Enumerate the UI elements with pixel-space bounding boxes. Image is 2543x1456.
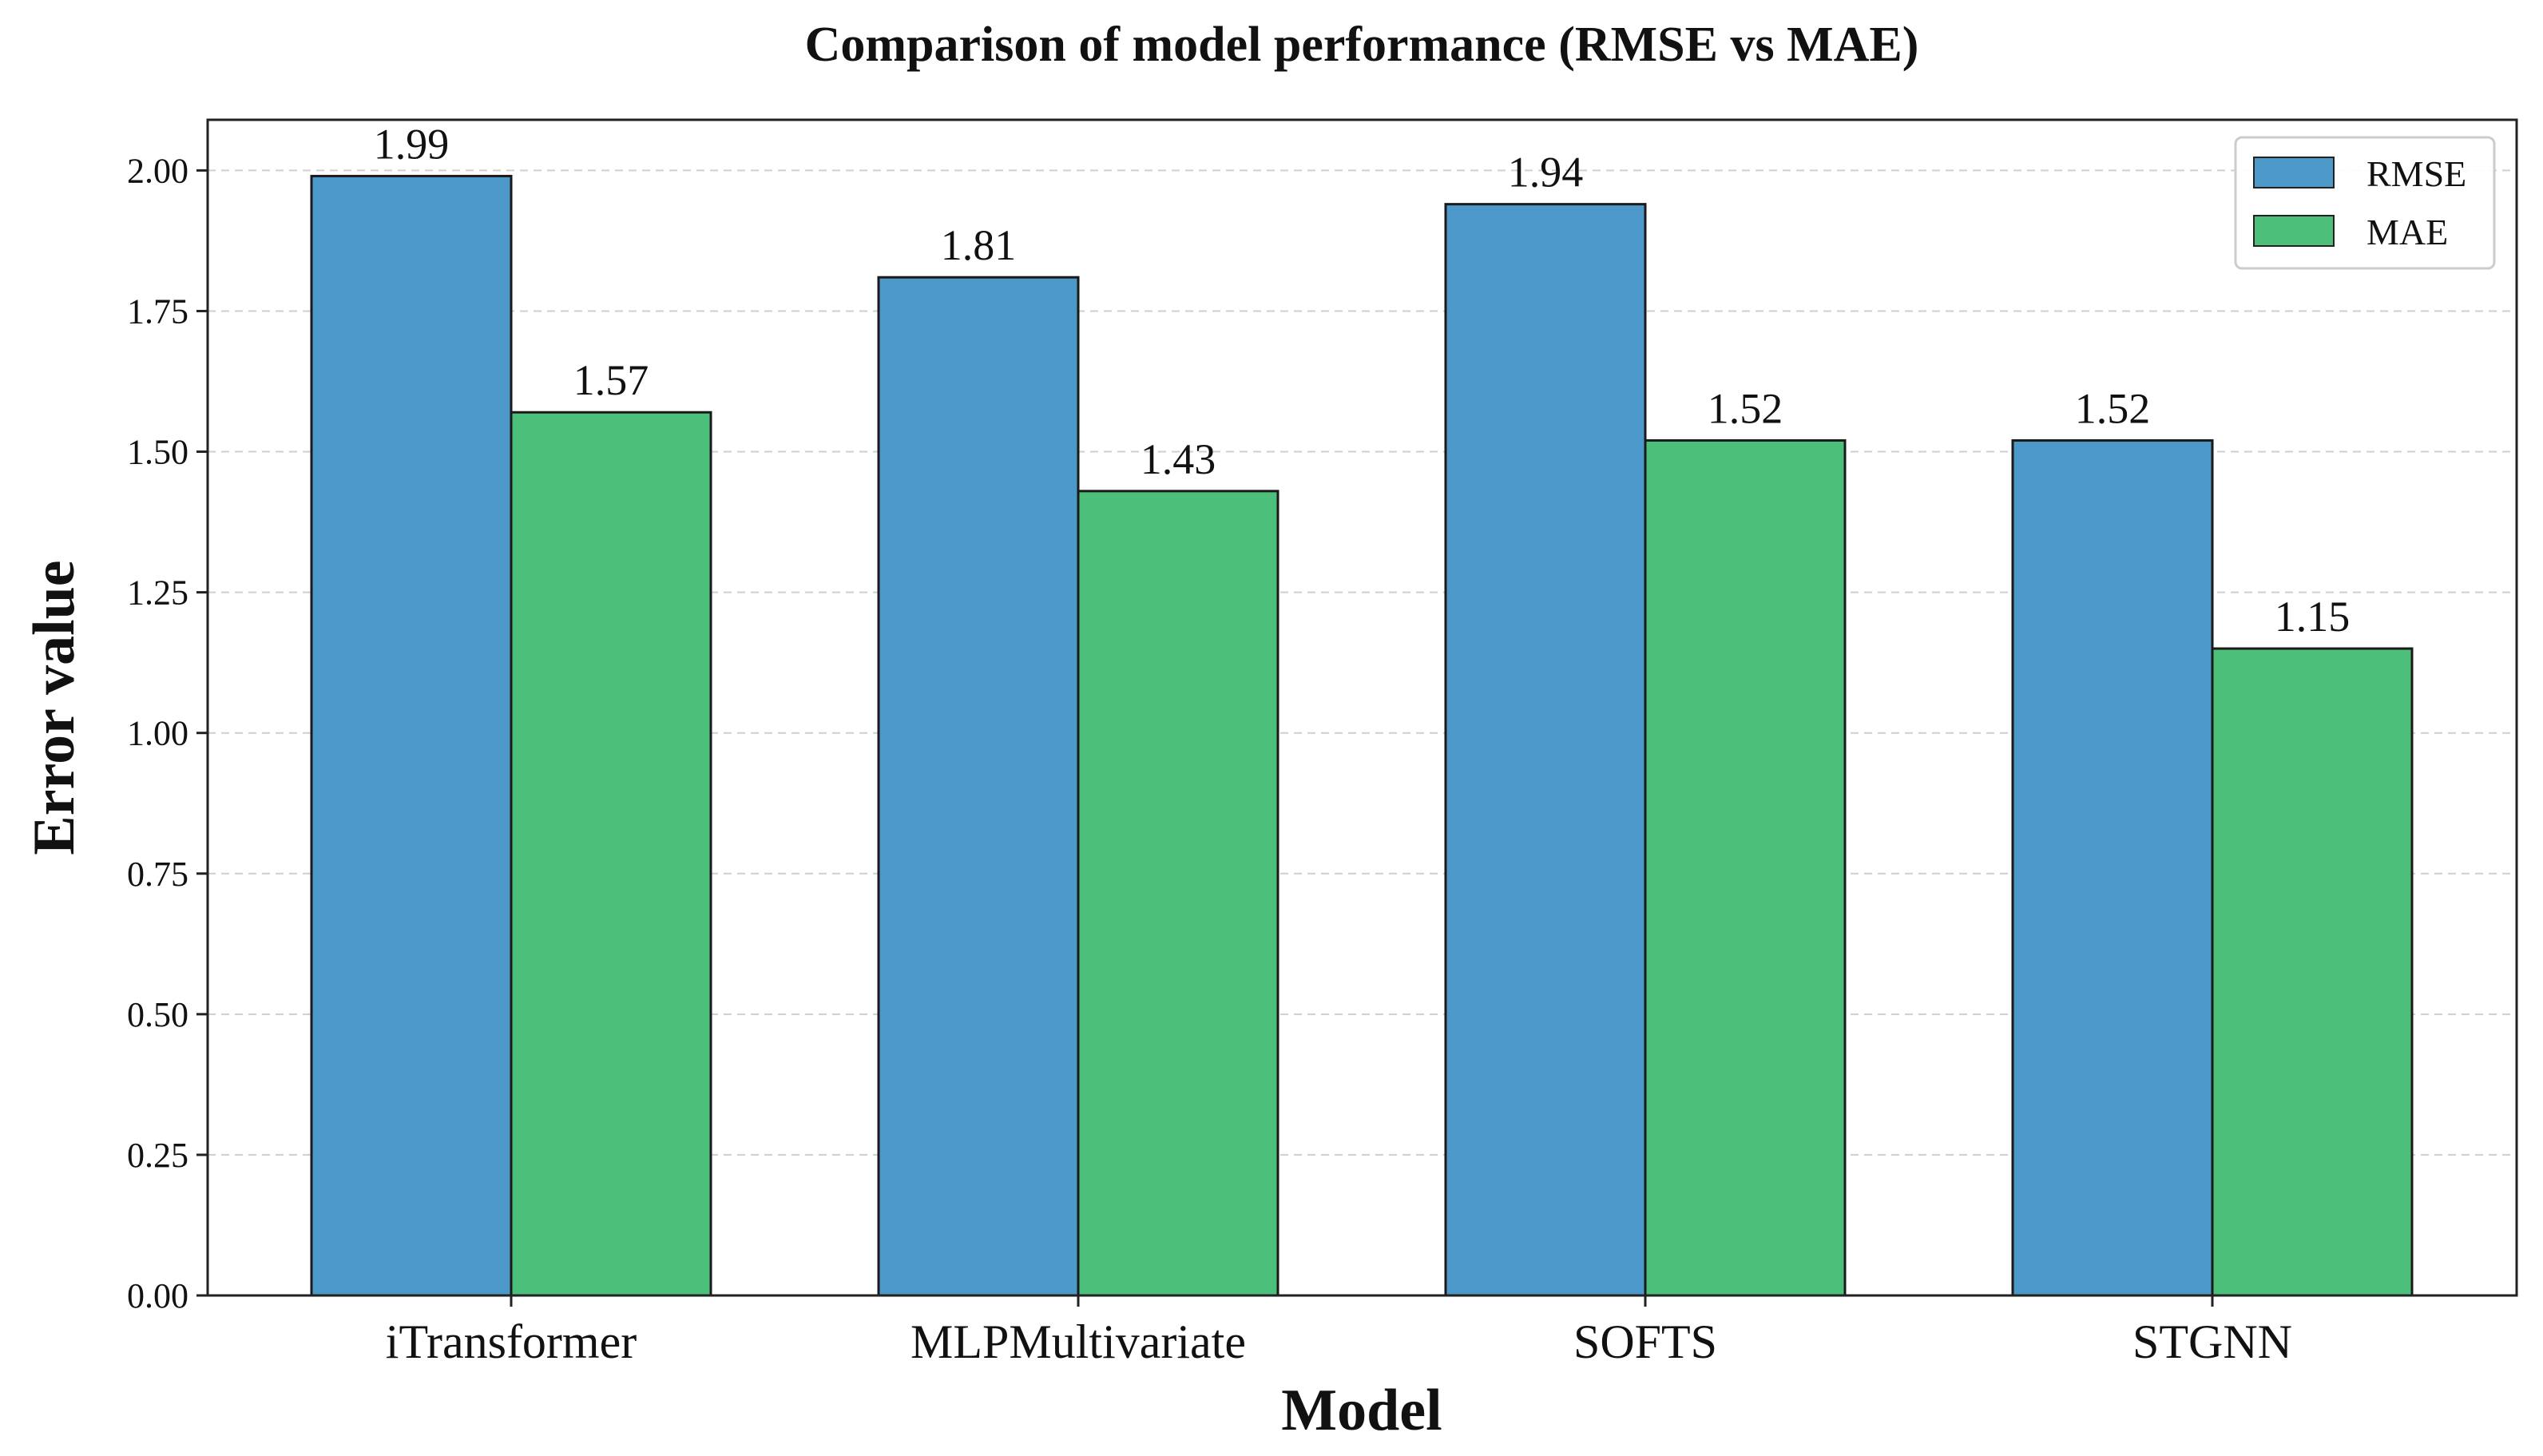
bar-mae-softs (1644, 438, 1847, 1297)
value-label-mae-softs: 1.52 (1708, 384, 1783, 432)
x-axis: iTransformer MLPMultivariate SOFTS STGNN (386, 1295, 2292, 1368)
bar-rmse-mlpmultivariate (877, 276, 1080, 1297)
bar-rmse-softs (1444, 203, 1647, 1297)
y-tick-label: 2.00 (127, 151, 188, 190)
bar-mae-stgnn (2211, 647, 2414, 1297)
value-label-rmse-softs: 1.94 (1508, 149, 1584, 196)
bar-rmse-stgnn (2011, 438, 2214, 1297)
legend-label-rmse: RMSE (2366, 153, 2466, 194)
legend: RMSE MAE (2234, 136, 2496, 270)
legend-label-mae: MAE (2366, 212, 2448, 252)
value-label-rmse-mlpmultivariate: 1.81 (941, 221, 1017, 269)
y-axis-title: Error value (22, 560, 87, 855)
plot-frame (206, 118, 2518, 1297)
bar-rmse-itransformer (310, 174, 513, 1297)
bar-value-labels: 1.99 1.57 1.81 1.43 1.94 1.52 1.52 1.15 (374, 120, 2351, 641)
y-tick-label: 1.25 (127, 573, 188, 613)
x-tick-label-softs: SOFTS (1573, 1315, 1717, 1368)
value-label-rmse-itransformer: 1.99 (374, 120, 450, 168)
x-axis-title: Model (1281, 1378, 1442, 1443)
y-tick-label: 1.00 (127, 714, 188, 753)
value-label-mae-stgnn: 1.15 (2275, 593, 2351, 641)
y-axis: 0.00 0.25 0.50 0.75 1.00 1.25 1.50 1.75 2.00 (127, 151, 208, 1315)
y-tick-label: 0.50 (127, 995, 188, 1034)
value-label-rmse-stgnn: 1.52 (2075, 384, 2151, 432)
chart-title: Comparison of model performance (RMSE vs… (805, 18, 1919, 72)
bars (310, 174, 2414, 1297)
x-tick-label-mlpmultivariate: MLPMultivariate (910, 1315, 1246, 1368)
x-tick-label-itransformer: iTransformer (386, 1315, 637, 1368)
y-tick-label: 1.75 (127, 292, 188, 331)
y-tick-label: 0.00 (127, 1276, 188, 1315)
y-tick-label: 0.25 (127, 1136, 188, 1175)
bar-mae-itransformer (510, 411, 712, 1297)
value-label-mae-itransformer: 1.57 (573, 356, 649, 404)
value-label-mae-mlpmultivariate: 1.43 (1141, 435, 1216, 483)
y-tick-label: 0.75 (127, 855, 188, 894)
x-tick-label-stgnn: STGNN (2132, 1315, 2292, 1368)
legend-swatch-mae (2253, 215, 2335, 247)
bar-mae-mlpmultivariate (1077, 490, 1279, 1297)
legend-swatch-rmse (2253, 157, 2335, 188)
y-tick-label: 1.50 (127, 433, 188, 472)
